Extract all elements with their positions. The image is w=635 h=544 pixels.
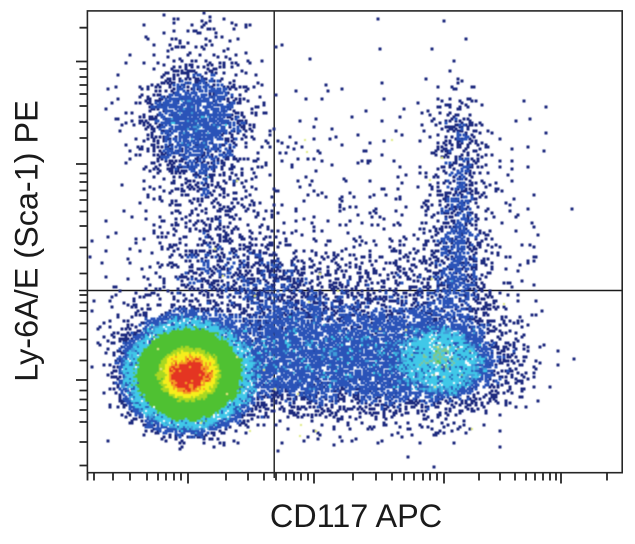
svg-text:Ly-6A/E (Sca-1) PE: Ly-6A/E (Sca-1) PE	[9, 100, 45, 381]
svg-text:CD117 APC: CD117 APC	[270, 498, 442, 534]
